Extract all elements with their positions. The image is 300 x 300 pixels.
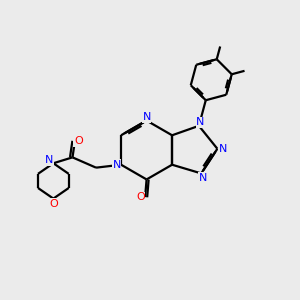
Text: N: N [218, 144, 227, 154]
Text: N: N [112, 160, 121, 170]
Text: O: O [136, 192, 145, 202]
Text: N: N [45, 155, 53, 165]
Text: N: N [196, 117, 205, 127]
Text: N: N [142, 112, 151, 122]
Text: O: O [74, 136, 83, 146]
Text: O: O [49, 199, 58, 209]
Text: N: N [199, 172, 207, 182]
